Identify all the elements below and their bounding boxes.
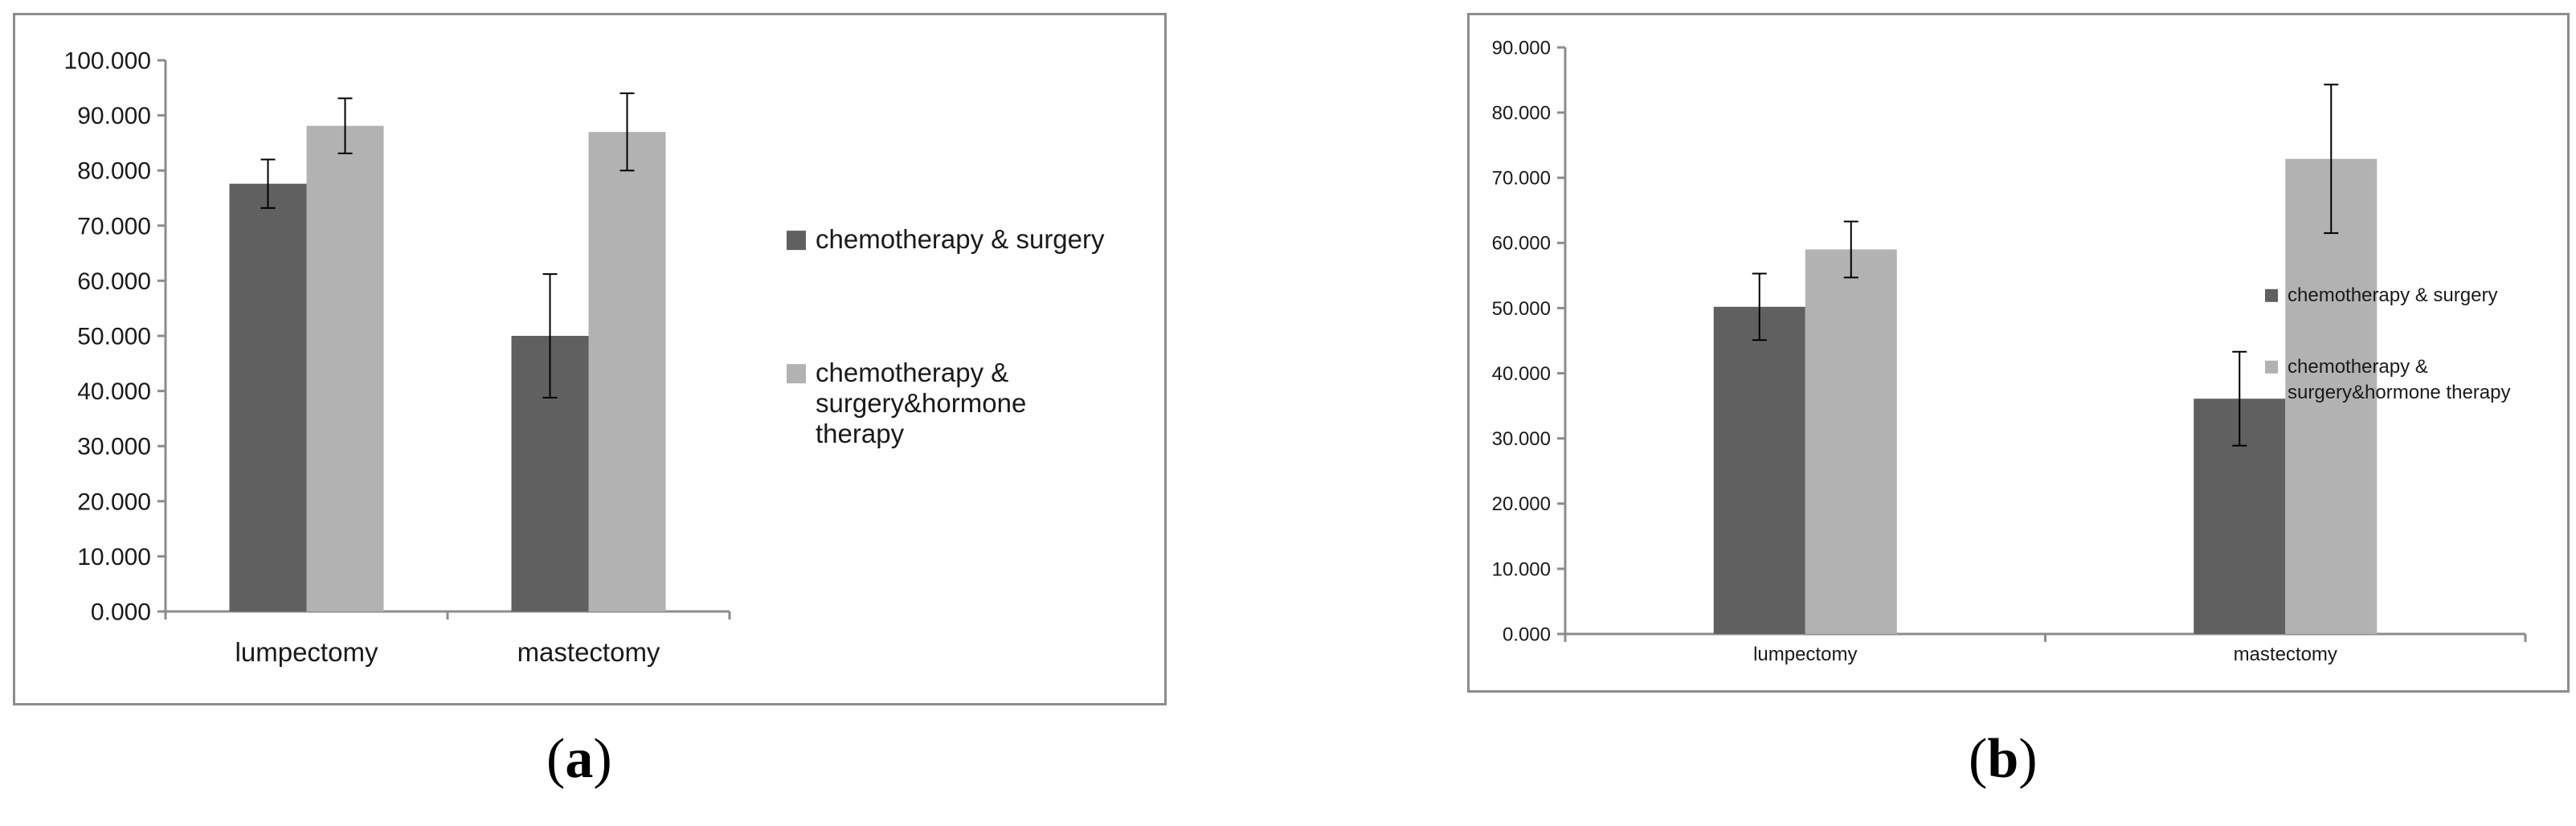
- y-tick-label-a: 10.000: [77, 544, 151, 570]
- y-tick-label-b: 50.000: [1492, 298, 1551, 320]
- caption-b: (b): [1969, 728, 2038, 790]
- caption-b-letter: b: [1987, 728, 2019, 790]
- y-tick-label-a: 40.000: [77, 378, 151, 405]
- y-tick-label-b: 70.000: [1492, 168, 1551, 190]
- x-category-label-a: lumpectomy: [235, 637, 378, 667]
- y-tick-label-b: 90.000: [1492, 37, 1551, 59]
- legend-label-b-1: surgery&hormone therapy: [2288, 382, 2510, 403]
- legend-label-a-1: chemotherapy &: [816, 358, 1008, 387]
- legend-label-a-0: chemotherapy & surgery: [816, 224, 1105, 254]
- bar-chart-b: 0.000 10.000 20.000 30.000 40.000 50.000 60.00…: [1492, 37, 2527, 665]
- bar-a-0-0: [229, 183, 307, 611]
- caption-a: (a): [546, 728, 612, 790]
- y-tick-label-b: 10.000: [1492, 558, 1551, 580]
- legend-swatch-a-1: [787, 364, 806, 384]
- bar-a-0-1: [306, 125, 384, 611]
- y-tick-label-a: 90.000: [77, 103, 151, 129]
- x-category-label-b: mastectomy: [2234, 644, 2337, 665]
- y-tick-label-a: 0.000: [91, 599, 151, 626]
- legend-swatch-b-1: [2265, 360, 2278, 374]
- legend-label-a-1: surgery&hormone: [816, 388, 1026, 418]
- y-tick-label-b: 20.000: [1492, 493, 1551, 515]
- legend-label-b-0: chemotherapy & surgery: [2288, 284, 2497, 306]
- x-category-label-b: lumpectomy: [1753, 644, 1857, 665]
- caption-a-letter: a: [565, 728, 594, 790]
- bar-b-0-0: [1713, 306, 1805, 634]
- chart-panel-a: 0.000 10.000 20.000 30.000 40.000 50.000 60.00…: [13, 13, 1167, 705]
- legend-label-b-1: chemotherapy &: [2288, 356, 2428, 378]
- bar-chart-a: 0.000 10.000 20.000 30.000 40.000 50.000 60.00…: [64, 48, 1105, 668]
- bar-b-0-1: [1805, 249, 1897, 634]
- y-tick-label-b: 30.000: [1492, 428, 1551, 450]
- legend-swatch-b-0: [2265, 288, 2278, 302]
- y-tick-label-a: 60.000: [77, 268, 151, 295]
- y-tick-label-a: 70.000: [77, 213, 151, 239]
- bar-b-1-1: [2285, 158, 2378, 634]
- x-category-label-a: mastectomy: [517, 637, 660, 667]
- y-tick-label-a: 100.000: [64, 48, 151, 75]
- bar-a-1-1: [588, 132, 666, 611]
- y-tick-label-b: 80.000: [1492, 103, 1551, 125]
- legend-swatch-a-0: [787, 231, 806, 251]
- y-tick-label-a: 30.000: [77, 434, 151, 460]
- y-tick-label-a: 80.000: [77, 158, 151, 185]
- y-tick-label-b: 0.000: [1503, 624, 1551, 645]
- y-tick-label-a: 20.000: [77, 489, 151, 515]
- y-tick-label-b: 60.000: [1492, 233, 1551, 255]
- legend-label-a-1: therapy: [816, 419, 905, 448]
- y-tick-label-b: 40.000: [1492, 363, 1551, 385]
- y-tick-label-a: 50.000: [77, 324, 151, 350]
- chart-panel-b: 0.000 10.000 20.000 30.000 40.000 50.000 60.00…: [1467, 13, 2570, 693]
